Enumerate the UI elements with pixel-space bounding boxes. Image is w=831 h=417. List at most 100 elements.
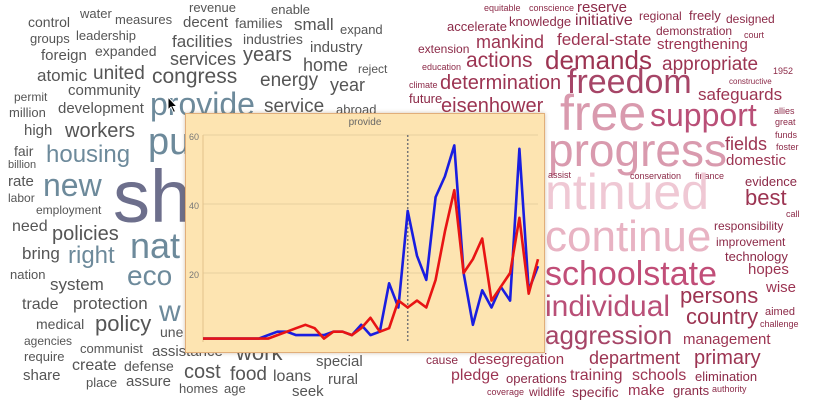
- word-rural[interactable]: rural: [328, 371, 359, 388]
- word-reserve[interactable]: reserve: [577, 0, 628, 16]
- word-bring[interactable]: bring: [22, 244, 60, 263]
- word-nat[interactable]: nat: [130, 225, 181, 266]
- word-primary[interactable]: primary: [694, 347, 761, 369]
- word-right[interactable]: right: [68, 242, 115, 269]
- word-initiative[interactable]: initiative: [575, 12, 633, 29]
- word-equitable[interactable]: equitable: [484, 3, 521, 13]
- word-conservation[interactable]: conservation: [630, 171, 682, 181]
- word-permit[interactable]: permit: [14, 90, 48, 104]
- word-energy[interactable]: energy: [260, 70, 319, 91]
- word-atomic[interactable]: atomic: [37, 66, 88, 85]
- word-abroad[interactable]: abroad: [336, 102, 377, 117]
- word-demonstration[interactable]: demonstration: [656, 24, 733, 38]
- word-actions[interactable]: actions: [466, 49, 533, 72]
- word-designed[interactable]: designed: [726, 12, 775, 26]
- word-small[interactable]: small: [294, 15, 334, 34]
- word-reject[interactable]: reject: [358, 62, 388, 76]
- word-trade[interactable]: trade: [22, 296, 59, 313]
- word-pu[interactable]: pu: [148, 121, 191, 163]
- word-united[interactable]: united: [93, 63, 145, 84]
- word-ntinued[interactable]: ntinued: [545, 164, 710, 220]
- word-strengthening[interactable]: strengthening: [657, 36, 748, 53]
- word-need[interactable]: need: [12, 218, 48, 235]
- word-federal-state[interactable]: federal-state: [557, 30, 652, 49]
- word-fields[interactable]: fields: [725, 134, 768, 154]
- word-aggression[interactable]: aggression: [545, 320, 673, 350]
- word-finance[interactable]: finance: [695, 171, 725, 181]
- word-policies[interactable]: policies: [52, 223, 119, 245]
- word-enable[interactable]: enable: [271, 2, 311, 17]
- word-authority[interactable]: authority: [712, 384, 747, 394]
- word-service[interactable]: service: [264, 96, 325, 117]
- word-expanded[interactable]: expanded: [95, 43, 157, 59]
- word-communist[interactable]: communist: [80, 341, 143, 356]
- word-system[interactable]: system: [50, 275, 104, 294]
- word-groups[interactable]: groups: [30, 31, 70, 46]
- word-operations[interactable]: operations: [506, 371, 567, 386]
- word-cost[interactable]: cost: [184, 361, 221, 383]
- word-great[interactable]: great: [775, 117, 796, 127]
- word-control[interactable]: control: [28, 14, 71, 30]
- word-1952[interactable]: 1952: [773, 66, 794, 76]
- word-share[interactable]: share: [23, 367, 61, 384]
- word-specific[interactable]: specific: [572, 384, 619, 400]
- word-agencies[interactable]: agencies: [24, 334, 73, 348]
- word-aimed[interactable]: aimed: [765, 306, 795, 318]
- word-medical[interactable]: medical: [36, 316, 85, 332]
- word-employment[interactable]: employment: [36, 203, 102, 217]
- word-desegregation[interactable]: desegregation: [469, 351, 565, 368]
- word-appropriate[interactable]: appropriate: [662, 54, 759, 75]
- word-coverage[interactable]: coverage: [487, 387, 525, 397]
- word-persons[interactable]: persons: [680, 283, 759, 308]
- word-create[interactable]: create: [72, 357, 117, 374]
- word-leadership[interactable]: leadership: [76, 28, 136, 43]
- word-defense[interactable]: defense: [124, 358, 174, 374]
- word-future[interactable]: future: [409, 91, 443, 106]
- word-homes[interactable]: homes: [179, 381, 219, 396]
- word-wildlife[interactable]: wildlife: [529, 385, 566, 399]
- word-protection[interactable]: protection: [73, 294, 148, 313]
- word-schoolstate[interactable]: schoolstate: [545, 255, 717, 293]
- word-development[interactable]: development: [58, 100, 144, 117]
- word-education[interactable]: education: [422, 62, 462, 72]
- word-freedom[interactable]: freedom: [567, 63, 692, 101]
- word-age[interactable]: age: [224, 381, 246, 396]
- word-department[interactable]: department: [589, 348, 681, 368]
- word-policy[interactable]: policy: [95, 311, 152, 336]
- word-challenge[interactable]: challenge: [760, 319, 799, 329]
- word-industry[interactable]: industry: [310, 39, 363, 56]
- word-individual[interactable]: individual: [545, 290, 671, 323]
- word-services[interactable]: services: [170, 49, 237, 69]
- word-special[interactable]: special: [316, 353, 363, 370]
- word-freely[interactable]: freely: [689, 8, 721, 23]
- word-seek[interactable]: seek: [292, 383, 324, 400]
- word-best[interactable]: best: [745, 185, 787, 210]
- word-evidence[interactable]: evidence: [745, 174, 798, 189]
- word-management[interactable]: management: [683, 331, 771, 348]
- word-community[interactable]: community: [68, 82, 141, 99]
- word-billion[interactable]: billion: [8, 159, 37, 171]
- word-housing[interactable]: housing: [46, 141, 131, 168]
- word-assist[interactable]: assist: [548, 170, 572, 180]
- word-labor[interactable]: labor: [8, 191, 35, 205]
- word-conscience[interactable]: conscience: [529, 3, 575, 13]
- word-sh[interactable]: sh: [113, 155, 192, 238]
- word-pledge[interactable]: pledge: [451, 367, 500, 384]
- word-schools[interactable]: schools: [632, 367, 687, 384]
- word-court[interactable]: court: [744, 30, 765, 40]
- word-knowledge[interactable]: knowledge: [509, 14, 572, 29]
- word-funds[interactable]: funds: [775, 130, 798, 140]
- word-fair[interactable]: fair: [14, 143, 34, 159]
- word-revenue[interactable]: revenue: [189, 0, 236, 15]
- word-mankind[interactable]: mankind: [476, 32, 545, 52]
- word-require[interactable]: require: [24, 349, 65, 364]
- word-rate[interactable]: rate: [8, 173, 34, 190]
- word-elimination[interactable]: elimination: [695, 369, 758, 384]
- word-expand[interactable]: expand: [340, 22, 383, 37]
- word-foster[interactable]: foster: [776, 142, 799, 152]
- word-responsibility[interactable]: responsibility: [714, 219, 784, 233]
- word-nation[interactable]: nation: [10, 267, 46, 282]
- word-continue[interactable]: continue: [545, 212, 712, 261]
- word-eisenhower[interactable]: eisenhower: [441, 95, 544, 117]
- word-decent[interactable]: decent: [183, 14, 229, 31]
